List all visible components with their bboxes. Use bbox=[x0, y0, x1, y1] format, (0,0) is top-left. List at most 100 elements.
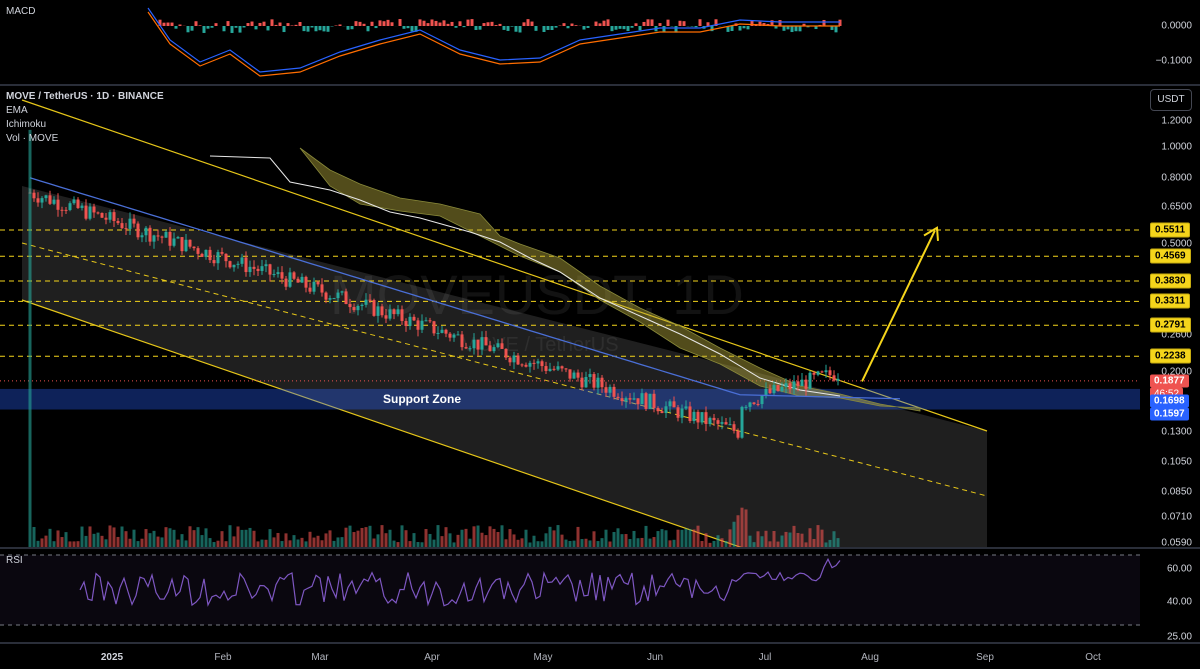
price-tick: 0.2000 bbox=[1161, 366, 1192, 378]
macd-histogram-bar bbox=[758, 21, 762, 26]
volume-bar bbox=[748, 535, 752, 547]
time-tick: Mar bbox=[311, 652, 329, 663]
macd-histogram-bar bbox=[434, 20, 438, 26]
macd-histogram-bar bbox=[398, 19, 402, 26]
candle-body bbox=[48, 195, 52, 204]
candle-body bbox=[88, 206, 92, 219]
macd-histogram-bar bbox=[306, 26, 310, 32]
volume-bar bbox=[768, 541, 772, 547]
candle-body bbox=[328, 298, 332, 300]
macd-histogram-bar bbox=[226, 21, 230, 26]
macd-histogram-bar bbox=[610, 26, 614, 32]
pane-divider[interactable] bbox=[0, 84, 1200, 86]
volume-bar bbox=[180, 534, 184, 547]
macd-histogram-bar bbox=[258, 22, 262, 26]
macd-histogram-bar bbox=[438, 22, 442, 26]
macd-histogram-bar bbox=[806, 26, 810, 28]
macd-axis[interactable]: 0.0000 −0.1000 bbox=[1140, 0, 1200, 84]
candle-body bbox=[808, 372, 812, 389]
macd-histogram-bar bbox=[158, 19, 162, 26]
time-axis[interactable]: 2025 Feb Mar Apr May Jun Jul Aug Sep Oct bbox=[0, 644, 1140, 669]
volume-bar bbox=[456, 534, 460, 547]
macd-histogram-bar bbox=[614, 26, 618, 30]
candle-body bbox=[52, 199, 56, 204]
candle-body bbox=[172, 238, 176, 246]
volume-bar bbox=[608, 541, 612, 547]
volume-bar bbox=[168, 528, 172, 547]
volume-bar bbox=[744, 509, 748, 547]
candle-body bbox=[604, 387, 608, 393]
candle-body bbox=[292, 272, 296, 279]
candle-body bbox=[380, 306, 384, 316]
candle-body bbox=[492, 347, 496, 352]
candle-body bbox=[416, 320, 420, 330]
volume-bar bbox=[448, 533, 452, 547]
volume-bar bbox=[344, 527, 348, 547]
candle-body bbox=[832, 375, 836, 381]
candle-body bbox=[552, 368, 556, 370]
volume-bar bbox=[716, 535, 720, 547]
volume-bar bbox=[100, 535, 104, 547]
candle-body bbox=[640, 393, 644, 405]
volume-bar bbox=[64, 532, 68, 547]
candle-body bbox=[612, 386, 616, 397]
macd-histogram-bar bbox=[294, 24, 298, 26]
volume-bar bbox=[264, 539, 268, 547]
macd-histogram-bar bbox=[462, 26, 466, 28]
volume-bar bbox=[32, 527, 36, 547]
rsi-pane[interactable]: RSI bbox=[0, 549, 1140, 642]
price-tick: 0.0850 bbox=[1161, 486, 1192, 498]
macd-histogram-bar bbox=[194, 21, 198, 26]
macd-histogram-bar bbox=[726, 26, 730, 32]
volume-bar bbox=[832, 531, 836, 547]
indicator-volume[interactable]: Vol · MOVE bbox=[6, 133, 59, 144]
macd-histogram-bar bbox=[250, 21, 254, 26]
macd-histogram-bar bbox=[370, 21, 374, 26]
pane-divider[interactable] bbox=[0, 547, 1200, 549]
candle-body bbox=[644, 393, 648, 409]
volume-bar bbox=[488, 526, 492, 547]
price-axis[interactable]: 1.2000 1.0000 0.8000 0.6500 0.5000 0.2600 0.20… bbox=[1140, 86, 1200, 549]
price-pane[interactable]: MOVEUSDT, 1D MOVE / TetherUS MOVE / Teth… bbox=[0, 86, 1140, 547]
candle-body bbox=[396, 309, 400, 315]
candle-body bbox=[224, 253, 228, 262]
candle-body bbox=[792, 381, 796, 390]
candle-body bbox=[144, 227, 148, 236]
macd-histogram-bar bbox=[554, 26, 558, 28]
candle-body bbox=[504, 348, 508, 358]
candle-body bbox=[584, 376, 588, 388]
candle-body bbox=[664, 406, 668, 414]
volume-bar bbox=[316, 535, 320, 547]
volume-bar bbox=[384, 533, 388, 547]
indicator-ichimoku[interactable]: Ichimoku bbox=[6, 119, 47, 130]
candle-body bbox=[788, 383, 792, 390]
indicator-ema[interactable]: EMA bbox=[6, 105, 28, 116]
volume-bar bbox=[308, 531, 312, 547]
macd-histogram-bar bbox=[574, 25, 578, 26]
volume-bar bbox=[644, 525, 648, 547]
support-zone-label: Support Zone bbox=[383, 392, 461, 406]
macd-histogram-bar bbox=[474, 26, 478, 30]
rsi-tick: 25.00 bbox=[1166, 631, 1192, 643]
candle-body bbox=[204, 249, 208, 257]
candle-body bbox=[500, 343, 504, 349]
volume-bar bbox=[504, 539, 508, 547]
volume-bar bbox=[728, 529, 732, 547]
macd-histogram-bar bbox=[798, 26, 802, 32]
volume-bar bbox=[284, 533, 288, 547]
pane-divider[interactable] bbox=[0, 642, 1200, 644]
symbol-legend[interactable]: MOVE / TetherUS · 1D · BINANCE bbox=[6, 91, 164, 102]
rsi-axis[interactable]: 60.00 40.00 25.00 bbox=[1140, 549, 1200, 643]
volume-bar bbox=[152, 530, 156, 547]
price-chart bbox=[0, 99, 1140, 547]
candle-body bbox=[600, 377, 604, 388]
macd-histogram-bar bbox=[366, 26, 370, 32]
macd-histogram-bar bbox=[418, 19, 422, 26]
volume-bar bbox=[672, 539, 676, 547]
macd-pane[interactable]: MACD bbox=[0, 0, 1140, 84]
currency-button[interactable]: USDT bbox=[1150, 89, 1192, 111]
macd-histogram-bar bbox=[254, 26, 258, 30]
candle-body bbox=[296, 278, 300, 283]
volume-bar bbox=[796, 532, 800, 547]
candle-body bbox=[372, 300, 376, 316]
